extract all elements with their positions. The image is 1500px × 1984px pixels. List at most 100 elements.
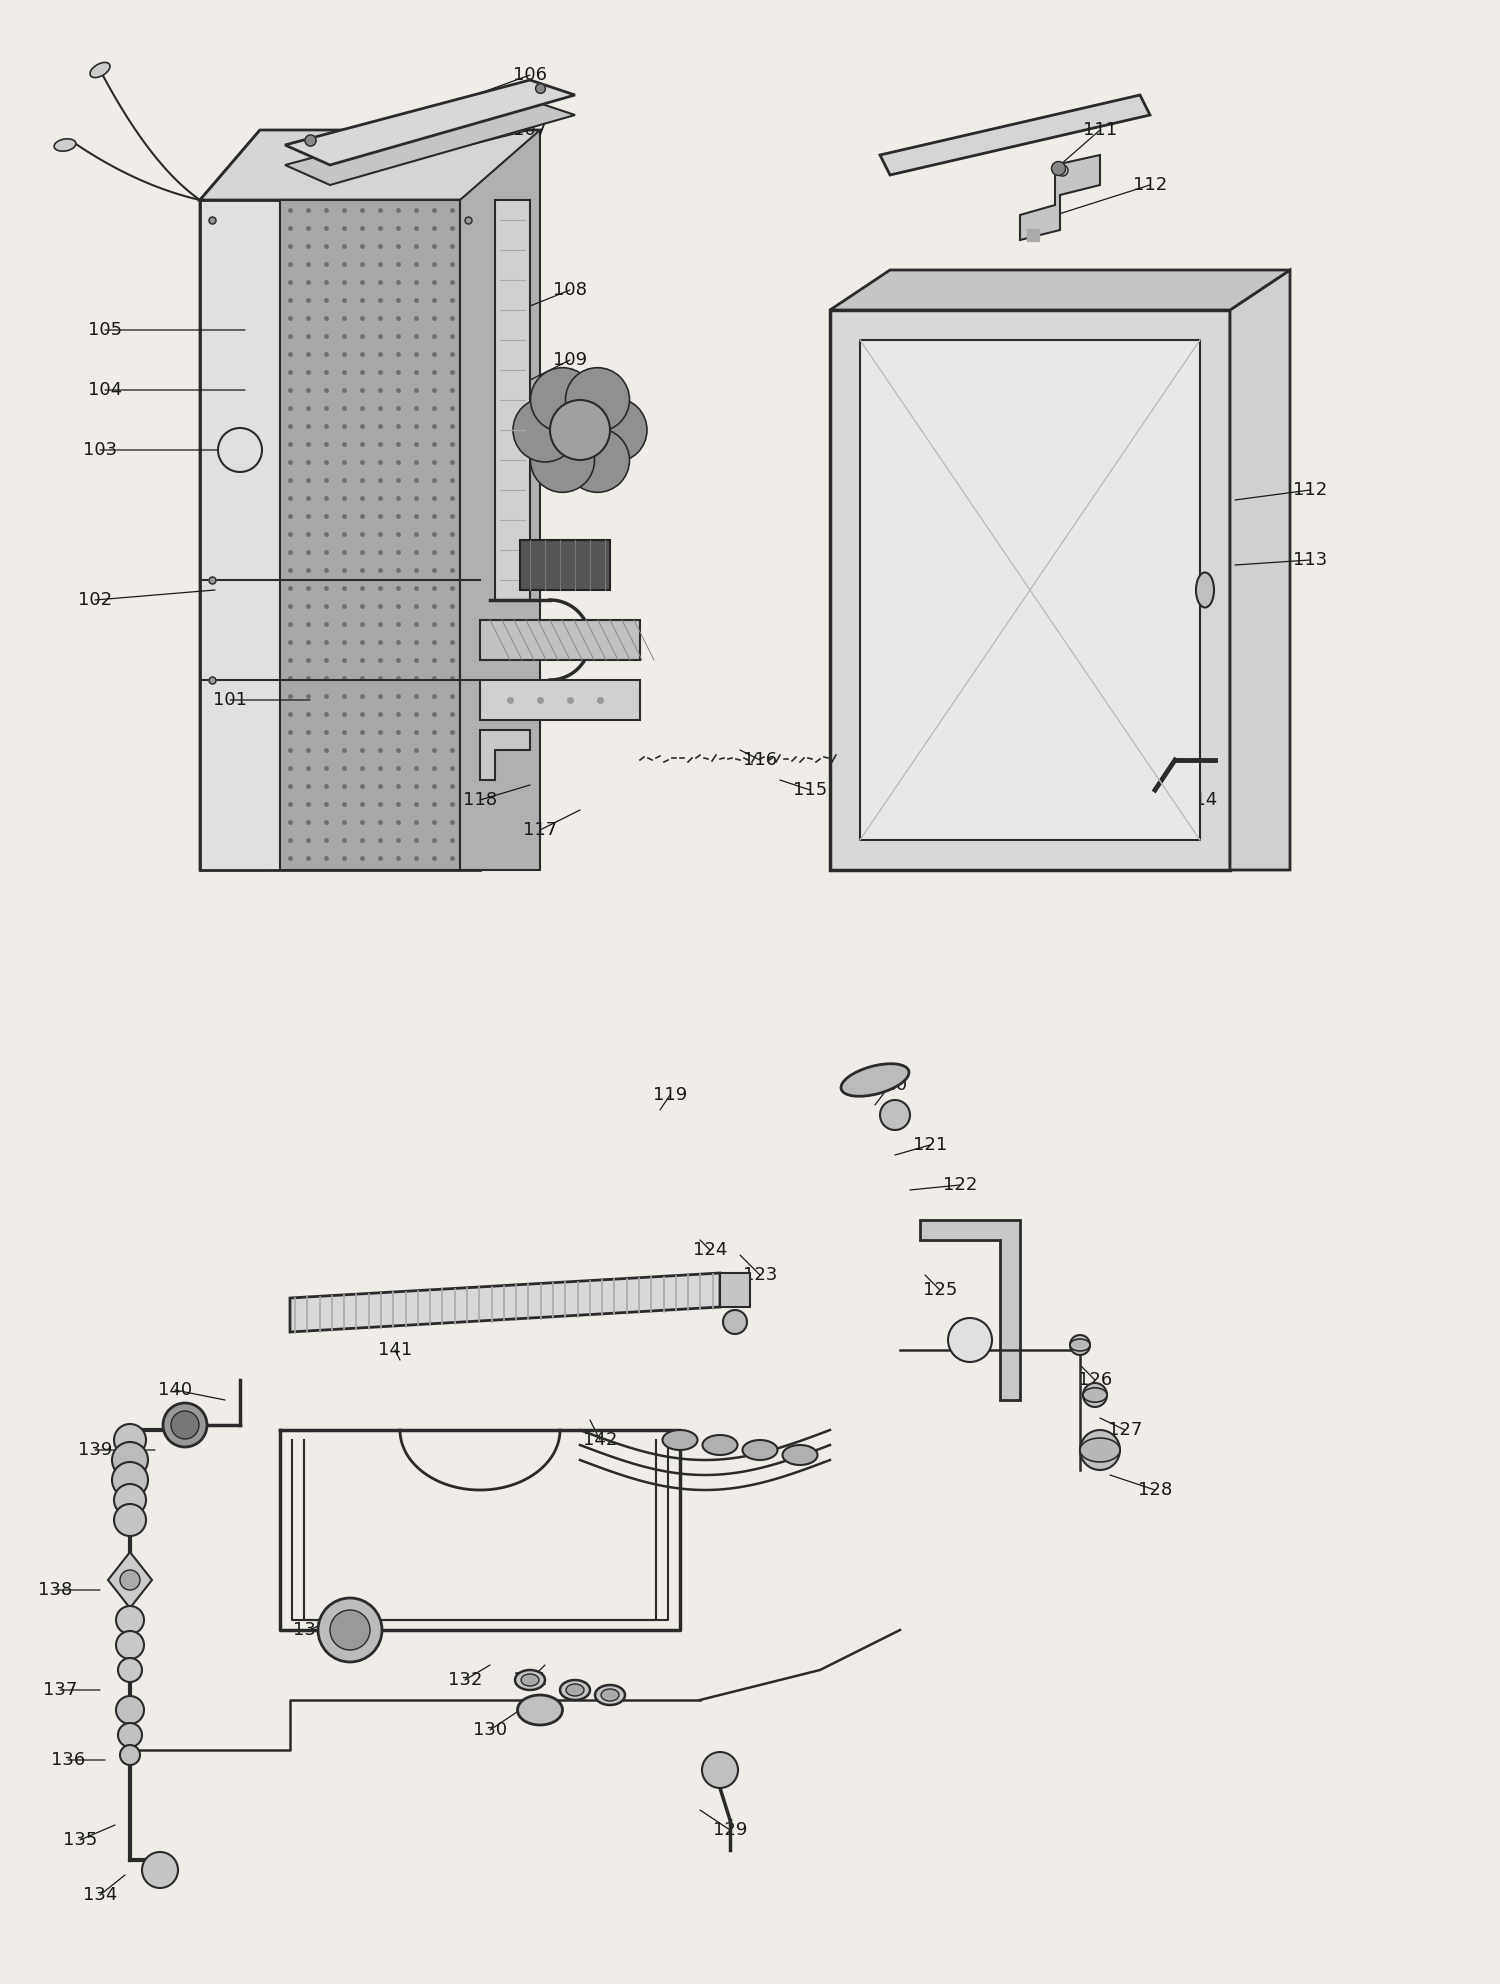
Text: 127: 127 [1108, 1421, 1142, 1438]
Text: 131: 131 [513, 1671, 548, 1688]
Polygon shape [495, 200, 530, 599]
Circle shape [118, 1722, 142, 1748]
Polygon shape [460, 131, 540, 871]
Text: 133: 133 [292, 1621, 327, 1639]
Circle shape [120, 1746, 140, 1766]
Ellipse shape [842, 1063, 909, 1097]
Text: 134: 134 [82, 1887, 117, 1905]
Text: 125: 125 [922, 1282, 957, 1300]
Text: 121: 121 [914, 1137, 946, 1155]
Text: 129: 129 [712, 1821, 747, 1839]
Text: 138: 138 [38, 1581, 72, 1599]
Text: 123: 123 [742, 1266, 777, 1284]
Text: 105: 105 [88, 321, 122, 339]
Text: 117: 117 [524, 821, 556, 839]
Ellipse shape [90, 62, 110, 77]
Polygon shape [480, 730, 530, 780]
Text: 110: 110 [554, 411, 586, 429]
Text: 139: 139 [78, 1440, 112, 1458]
Polygon shape [859, 339, 1200, 839]
Ellipse shape [602, 1688, 619, 1700]
Circle shape [114, 1425, 146, 1456]
Ellipse shape [1196, 573, 1214, 607]
Text: 135: 135 [63, 1831, 98, 1849]
Text: 106: 106 [513, 65, 548, 83]
Ellipse shape [1080, 1438, 1120, 1462]
Text: 142: 142 [584, 1430, 616, 1448]
Circle shape [948, 1317, 992, 1361]
Circle shape [114, 1504, 146, 1536]
Ellipse shape [560, 1680, 590, 1700]
Text: 109: 109 [554, 351, 586, 369]
Text: 102: 102 [78, 591, 112, 609]
Ellipse shape [566, 1684, 584, 1696]
Text: 128: 128 [1138, 1480, 1172, 1500]
Circle shape [164, 1403, 207, 1446]
Text: 130: 130 [472, 1720, 507, 1740]
Polygon shape [920, 1220, 1020, 1401]
Polygon shape [720, 1274, 750, 1307]
Text: 137: 137 [44, 1680, 76, 1698]
Text: 114: 114 [1184, 792, 1216, 809]
Circle shape [584, 399, 646, 462]
Circle shape [171, 1411, 200, 1438]
Polygon shape [108, 1551, 152, 1607]
Circle shape [550, 401, 610, 460]
Circle shape [1070, 1335, 1090, 1355]
Text: 120: 120 [873, 1075, 907, 1093]
Polygon shape [290, 1274, 720, 1331]
Text: 118: 118 [464, 792, 496, 809]
Polygon shape [285, 79, 574, 165]
Circle shape [142, 1851, 178, 1889]
Text: 141: 141 [378, 1341, 412, 1359]
Text: 111: 111 [1083, 121, 1118, 139]
Circle shape [330, 1609, 370, 1651]
Circle shape [880, 1099, 910, 1131]
Polygon shape [480, 681, 640, 720]
Circle shape [116, 1605, 144, 1635]
Polygon shape [285, 99, 574, 185]
Circle shape [118, 1659, 142, 1682]
Polygon shape [880, 95, 1150, 175]
Circle shape [318, 1597, 382, 1663]
Text: 140: 140 [158, 1381, 192, 1399]
Ellipse shape [783, 1444, 818, 1464]
Ellipse shape [514, 1671, 544, 1690]
Circle shape [513, 399, 578, 462]
Ellipse shape [663, 1430, 698, 1450]
Text: 122: 122 [944, 1177, 976, 1194]
Polygon shape [200, 131, 540, 200]
Circle shape [116, 1696, 144, 1724]
Polygon shape [830, 270, 1290, 310]
Ellipse shape [520, 1674, 538, 1686]
Polygon shape [1020, 155, 1100, 240]
Ellipse shape [702, 1434, 738, 1454]
Circle shape [120, 1569, 140, 1589]
Ellipse shape [54, 139, 76, 151]
Ellipse shape [1083, 1387, 1107, 1403]
Text: 116: 116 [742, 752, 777, 770]
Text: 124: 124 [693, 1242, 728, 1260]
Text: 103: 103 [82, 440, 117, 458]
Circle shape [1083, 1383, 1107, 1407]
Circle shape [114, 1484, 146, 1516]
Polygon shape [200, 131, 260, 871]
Circle shape [531, 429, 594, 492]
Polygon shape [520, 540, 610, 589]
Circle shape [723, 1309, 747, 1333]
Polygon shape [830, 310, 1230, 871]
Circle shape [1080, 1430, 1120, 1470]
Text: 136: 136 [51, 1752, 86, 1770]
Text: 104: 104 [88, 381, 122, 399]
Circle shape [566, 429, 630, 492]
Ellipse shape [596, 1684, 626, 1704]
Text: 132: 132 [448, 1671, 482, 1688]
Text: 126: 126 [1078, 1371, 1112, 1389]
Circle shape [566, 367, 630, 433]
Polygon shape [1230, 270, 1290, 871]
Circle shape [217, 429, 262, 472]
Circle shape [112, 1462, 148, 1498]
Text: 112: 112 [1293, 480, 1328, 500]
Text: 101: 101 [213, 690, 248, 708]
Polygon shape [280, 200, 460, 871]
